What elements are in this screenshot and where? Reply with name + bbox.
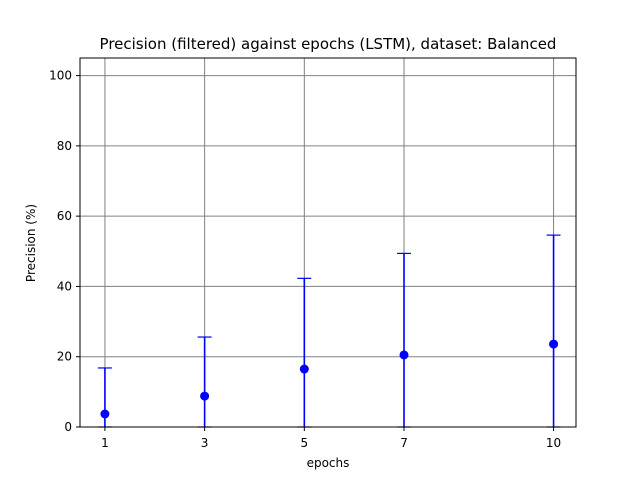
data-point — [299, 364, 309, 374]
data-point — [399, 350, 409, 360]
data-point — [200, 391, 210, 401]
x-tick-label: 7 — [400, 436, 408, 450]
y-tick-label: 80 — [57, 139, 72, 153]
data-point — [549, 339, 559, 349]
y-tick-label: 60 — [57, 209, 72, 223]
plot-frame — [79, 57, 577, 428]
x-tick-label: 5 — [301, 436, 309, 450]
x-tick-label: 10 — [546, 436, 561, 450]
y-axis-label: Precision (%) — [24, 204, 38, 282]
y-tick-label: 40 — [57, 279, 72, 293]
chart-title: Precision (filtered) against epochs (LST… — [100, 35, 557, 53]
x-axis-label: epochs — [307, 456, 350, 470]
data-point — [100, 409, 110, 419]
y-tick-label: 0 — [64, 420, 72, 434]
y-tick-label: 20 — [57, 350, 72, 364]
x-tick-label: 1 — [101, 436, 109, 450]
y-tick-label: 100 — [49, 69, 72, 83]
x-tick-label: 3 — [201, 436, 209, 450]
